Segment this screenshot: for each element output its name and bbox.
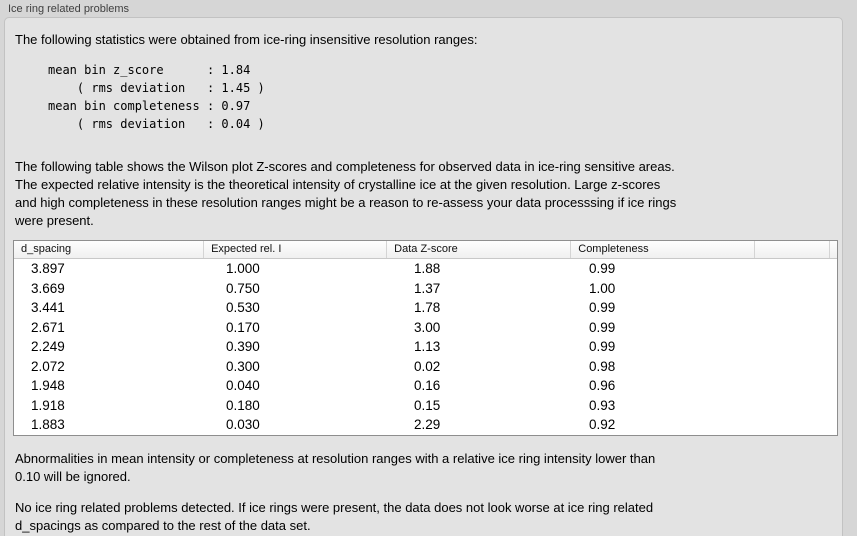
ice-ring-table[interactable]: d_spacing Expected rel. I Data Z-score Comp… xyxy=(13,240,838,436)
table-cell: 2.072 xyxy=(31,358,65,374)
table-cell: 0.750 xyxy=(226,280,260,296)
table-cell: 0.16 xyxy=(414,378,441,394)
table-cell: 0.300 xyxy=(226,358,260,374)
table-row[interactable]: 2.671 0.170 3.00 0.99 xyxy=(14,318,837,338)
table-cell: 1.37 xyxy=(414,280,441,296)
table-cell: 1.13 xyxy=(414,339,441,355)
ignore-note-text: Abnormalities in mean intensity or compl… xyxy=(15,451,656,484)
column-header[interactable]: d_spacing xyxy=(14,241,205,258)
column-header-filler xyxy=(755,241,830,258)
table-cell: 3.00 xyxy=(414,319,441,335)
table-row[interactable]: 2.249 0.390 1.13 0.99 xyxy=(14,337,837,357)
table-header: d_spacing Expected rel. I Data Z-score Comp… xyxy=(14,241,837,259)
table-cell: 1.948 xyxy=(31,378,65,394)
table-cell: 1.88 xyxy=(414,261,441,277)
table-cell: 0.040 xyxy=(226,378,260,394)
table-cell: 1.883 xyxy=(31,417,65,433)
ice-ring-table-body: 3.897 1.000 1.88 0.99 3.669 0.750 1.37 1.00 3.44… xyxy=(14,259,837,435)
table-cell: 3.669 xyxy=(31,280,65,296)
description-text: The following table shows the Wilson plo… xyxy=(15,159,677,228)
table-cell: 3.897 xyxy=(31,261,65,277)
column-header[interactable]: Data Z-score xyxy=(387,241,572,258)
table-cell: 0.030 xyxy=(226,417,260,433)
column-header-filler xyxy=(830,241,837,258)
table-cell: 1.918 xyxy=(31,397,65,413)
table-cell: 3.441 xyxy=(31,300,65,316)
table-cell: 2.671 xyxy=(31,319,65,335)
table-cell: 0.96 xyxy=(589,378,616,394)
table-row[interactable]: 2.072 0.300 0.02 0.98 xyxy=(14,357,837,377)
table-cell: 0.180 xyxy=(226,397,260,413)
table-cell: 2.29 xyxy=(414,417,441,433)
table-cell: 0.170 xyxy=(226,319,260,335)
table-cell: 0.92 xyxy=(589,417,616,433)
table-row[interactable]: 1.918 0.180 0.15 0.93 xyxy=(14,396,837,416)
table-cell: 0.99 xyxy=(589,261,616,277)
table-cell: 0.02 xyxy=(414,358,441,374)
conclusion-text: No ice ring related problems detected. I… xyxy=(15,500,654,533)
table-cell: 0.99 xyxy=(589,339,616,355)
intro-text: The following statistics were obtained f… xyxy=(15,32,478,47)
table-cell: 1.00 xyxy=(589,280,616,296)
ice-ring-panel: The following statistics were obtained f… xyxy=(4,17,843,536)
table-cell: 0.390 xyxy=(226,339,260,355)
table-cell: 1.78 xyxy=(414,300,441,316)
table-cell: 0.15 xyxy=(414,397,441,413)
stats-block: mean bin z_score : 1.84 ( rms deviation … xyxy=(48,63,265,131)
column-header[interactable]: Completeness xyxy=(571,241,756,258)
table-row[interactable]: 3.669 0.750 1.37 1.00 xyxy=(14,279,837,299)
table-row[interactable]: 3.897 1.000 1.88 0.99 xyxy=(14,259,837,279)
table-cell: 0.98 xyxy=(589,358,616,374)
table-cell: 2.249 xyxy=(31,339,65,355)
panel-title: Ice ring related problems xyxy=(8,3,130,15)
table-row[interactable]: 3.441 0.530 1.78 0.99 xyxy=(14,298,837,318)
column-header[interactable]: Expected rel. I xyxy=(204,241,388,258)
table-cell: 0.93 xyxy=(589,397,616,413)
table-cell: 1.000 xyxy=(226,261,260,277)
table-row[interactable]: 1.883 0.030 2.29 0.92 xyxy=(14,415,837,435)
table-row[interactable]: 1.948 0.040 0.16 0.96 xyxy=(14,376,837,396)
table-cell: 0.99 xyxy=(589,319,616,335)
table-cell: 0.99 xyxy=(589,300,616,316)
table-cell: 0.530 xyxy=(226,300,260,316)
